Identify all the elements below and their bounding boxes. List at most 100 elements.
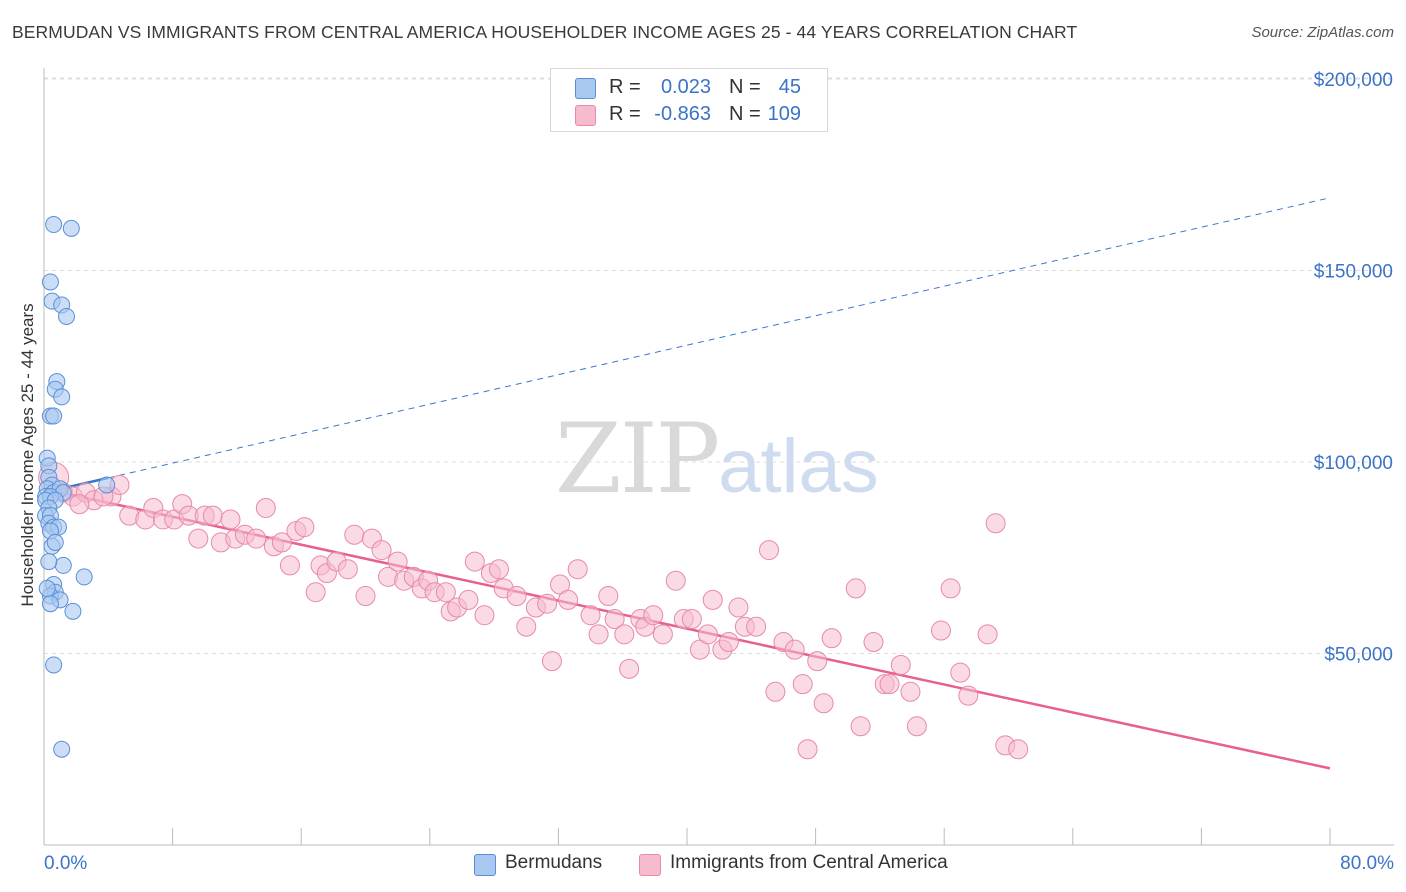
- legend-row-bermudans: R = 0.023 N = 45: [551, 74, 827, 101]
- data-point-central-america: [850, 716, 871, 737]
- data-point-central-america: [797, 739, 818, 760]
- data-point-bermudans: [45, 407, 63, 425]
- data-point-central-america: [718, 632, 739, 653]
- data-point-central-america: [792, 674, 813, 695]
- data-point-bermudans: [41, 273, 59, 291]
- y-tick-label: $200,000: [1314, 70, 1393, 91]
- points-central-america: [38, 461, 1029, 760]
- data-point-central-america: [702, 589, 723, 610]
- data-point-central-america: [614, 624, 635, 645]
- legend-r-value: 0.023: [660, 76, 711, 98]
- data-point-central-america: [619, 658, 640, 679]
- data-point-central-america: [541, 651, 562, 672]
- data-point-central-america: [652, 624, 673, 645]
- data-point-central-america: [598, 586, 619, 607]
- legend-swatch-blue: [575, 78, 596, 99]
- data-point-central-america: [890, 654, 911, 675]
- data-point-central-america: [537, 593, 558, 614]
- data-point-bermudans: [58, 307, 76, 325]
- data-point-bermudans: [41, 595, 59, 613]
- trendline-bermudans: [43, 197, 1331, 494]
- legend-n-value: 45: [778, 76, 801, 98]
- data-point-central-america: [255, 497, 276, 518]
- data-point-central-america: [940, 578, 961, 599]
- watermark-atlas: atlas: [718, 424, 879, 509]
- legend-n-label: N =: [729, 103, 761, 125]
- y-tick-label: $150,000: [1314, 262, 1393, 283]
- legend-n-label: N =: [729, 76, 761, 98]
- data-point-bermudans: [53, 388, 71, 406]
- data-point-central-america: [863, 632, 884, 653]
- data-point-bermudans: [64, 602, 82, 620]
- data-point-central-america: [279, 555, 300, 576]
- bottom-legend-label: Bermudans: [505, 852, 603, 873]
- data-point-bermudans: [38, 579, 56, 597]
- data-point-central-america: [985, 513, 1006, 534]
- correlation-legend: R = 0.023 N = 45 R = -0.863 N = 109: [550, 68, 828, 132]
- data-point-bermudans: [75, 568, 93, 586]
- data-point-central-america: [746, 616, 767, 637]
- legend-r-label: R =: [609, 76, 641, 98]
- data-point-bermudans: [53, 740, 71, 758]
- data-point-bermudans: [62, 219, 80, 237]
- gridlines: [44, 77, 1394, 654]
- data-point-central-america: [977, 624, 998, 645]
- data-point-central-america: [604, 609, 625, 630]
- bottom-legend-label: Immigrants from Central America: [670, 852, 948, 873]
- data-point-central-america: [220, 509, 241, 530]
- data-point-central-america: [643, 605, 664, 626]
- data-point-central-america: [906, 716, 927, 737]
- data-point-central-america: [337, 559, 358, 580]
- data-point-central-america: [202, 505, 223, 526]
- data-point-central-america: [355, 586, 376, 607]
- data-point-central-america: [305, 582, 326, 603]
- legend-n-value: 109: [767, 103, 801, 125]
- data-point-central-america: [813, 693, 834, 714]
- legend-r-value: -0.863: [654, 103, 711, 125]
- data-point-bermudans: [54, 556, 72, 574]
- data-point-central-america: [821, 628, 842, 649]
- bottom-legend-swatch-blue: [474, 854, 496, 876]
- data-point-central-america: [474, 605, 495, 626]
- data-point-central-america: [69, 494, 90, 515]
- data-point-central-america: [488, 559, 509, 580]
- source-label: Source: ZipAtlas.com: [1251, 24, 1394, 41]
- bottom-legend-swatch-pink: [639, 854, 661, 876]
- data-point-central-america: [807, 651, 828, 672]
- axes: [43, 68, 1394, 846]
- data-point-central-america: [758, 540, 779, 561]
- data-point-central-america: [845, 578, 866, 599]
- data-point-central-america: [900, 681, 921, 702]
- data-point-central-america: [271, 532, 292, 553]
- legend-r-label: R =: [609, 103, 641, 125]
- data-point-central-america: [765, 681, 786, 702]
- data-point-central-america: [879, 674, 900, 695]
- data-point-central-america: [580, 605, 601, 626]
- x-tick-label: 80.0%: [1340, 853, 1394, 874]
- data-point-central-america: [728, 597, 749, 618]
- data-point-central-america: [371, 540, 392, 561]
- data-point-central-america: [665, 570, 686, 591]
- data-point-central-america: [784, 639, 805, 660]
- data-point-central-america: [294, 517, 315, 538]
- data-point-central-america: [246, 528, 267, 549]
- data-point-central-america: [188, 528, 209, 549]
- data-point-central-america: [958, 685, 979, 706]
- trendline-dashed-segment: [108, 197, 1331, 479]
- data-point-bermudans: [46, 533, 64, 551]
- data-point-central-america: [516, 616, 537, 637]
- data-point-central-america: [697, 624, 718, 645]
- data-point-central-america: [930, 620, 951, 641]
- legend-swatch-pink: [575, 105, 596, 126]
- y-tick-label: $100,000: [1314, 453, 1393, 474]
- y-tick-label: $50,000: [1324, 645, 1393, 666]
- tick-labels: $50,000 $100,000 $150,000 $200,000 0.0% 80.0%: [44, 70, 1394, 874]
- data-point-central-america: [344, 524, 365, 545]
- data-point-central-america: [506, 586, 527, 607]
- data-point-central-america: [588, 624, 609, 645]
- data-point-central-america: [435, 582, 456, 603]
- watermark: ZIPatlas: [555, 403, 879, 515]
- data-point-bermudans: [40, 553, 58, 571]
- data-point-central-america: [464, 551, 485, 572]
